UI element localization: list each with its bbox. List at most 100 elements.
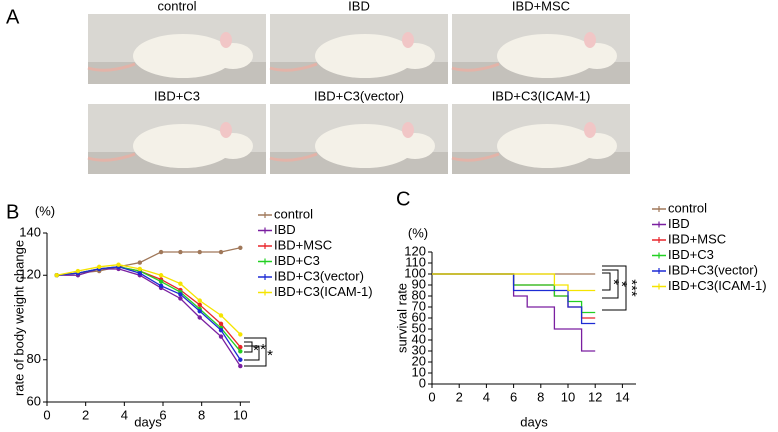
x-tick-label: 4 [483,389,490,404]
x-tick-label: 12 [588,389,602,404]
series-line [432,273,596,325]
legend-label: IBD+C3(ICAM-1) [274,284,373,299]
data-point [197,302,202,308]
y-unit: (%) [408,225,428,240]
y-tick-label: 120 [404,243,426,258]
data-point [158,283,164,289]
bracket [244,337,267,367]
data-point [238,357,243,362]
y-tick-label: 80 [27,351,41,366]
data-point [197,308,202,314]
x-tick-label: 8 [537,389,544,404]
data-point [75,268,81,274]
x-tick-label: 10 [561,389,575,404]
data-point [137,266,142,272]
legend-label: IBD+C3 [274,253,320,268]
mouse-head [395,43,435,69]
data-point [218,327,224,333]
significance: * [613,281,630,287]
legend-label: IBD+MSC [668,231,726,246]
panel-label: A [6,6,20,28]
mouse-body [497,34,597,78]
data-point [238,363,243,369]
mouse-ear [220,32,232,48]
legend-label: IBD+C3(vector) [668,262,758,277]
y-unit: (%) [35,203,55,218]
y-tick-label: 100 [404,265,426,280]
mouse-tail [269,152,318,162]
x-tick-label: 8 [198,407,205,422]
legend-label: IBD+C3 [668,247,714,262]
mouse-ear [584,122,596,138]
data-point [178,292,183,297]
data-point [158,279,164,284]
legend-label: IBD+MSC [274,237,332,252]
data-point [238,245,243,250]
y-tick-label: 80 [412,287,426,302]
photo-label: IBD+C3(vector) [314,88,404,103]
data-point [97,264,102,269]
data-point [116,262,121,267]
data-point [218,334,224,339]
data-point [218,321,224,327]
mouse-ear [402,122,414,138]
x-tick-label: 14 [615,389,629,404]
y-tick-label: 60 [412,309,426,324]
x-tick-label: 2 [82,407,89,422]
data-point [137,260,142,265]
y-tick-label: 30 [412,342,426,357]
x-tick-label: 6 [159,407,166,422]
panel-label: B [6,201,19,223]
y-tick-label: 140 [19,224,41,239]
y-tick-label: 120 [19,267,41,282]
photo-label: IBD+C3 [154,88,200,103]
y-tick-label: 90 [412,276,426,291]
photo-grid: control IBD IBD+MSC IBD+C3 IBD+C3(vector) IBD… [87,0,630,174]
photo-label: IBD+C3(ICAM-1) [492,88,591,103]
mouse-head [213,43,253,69]
y-axis-title: survival rate [394,283,409,353]
mouse-ear [402,32,414,48]
legend-label: control [274,206,313,221]
data-point [178,296,183,301]
legend-label: IBD [668,216,690,231]
mouse-body [315,124,415,168]
data-point [238,332,243,337]
mouse-body [315,34,415,78]
mouse-ear [584,32,596,48]
data-point [218,313,224,318]
photo-label: control [157,0,196,13]
mouse-body [497,124,597,168]
significance: * [260,341,266,358]
x-tick-label: 6 [510,389,517,404]
data-point [197,298,202,303]
mouse-tail [269,62,318,72]
mouse-head [577,133,617,159]
series-line [56,268,241,367]
x-tick-label: 10 [233,407,247,422]
significance: *** [623,279,640,297]
y-tick-label: 70 [412,298,426,313]
data-point [238,349,243,354]
x-tick-label: 2 [456,389,463,404]
data-point [238,344,243,350]
significance: * [267,347,273,364]
mouse-body [133,34,233,78]
y-tick-label: 0 [419,375,426,390]
mouse-body [133,124,233,168]
y-tick-label: 10 [412,364,426,379]
y-tick-label: 20 [412,353,426,368]
data-point [197,249,202,255]
mouse-ear [220,122,232,138]
mouse-tail [451,62,500,72]
x-axis-title: days [520,414,548,429]
photo-label: IBD+MSC [512,0,570,13]
x-tick-label: 4 [121,407,128,422]
data-point [178,281,183,286]
data-point [158,249,164,255]
mouse-tail [451,152,500,162]
mouse-tail [87,152,136,162]
series-line [56,266,241,361]
data-point [197,315,202,320]
